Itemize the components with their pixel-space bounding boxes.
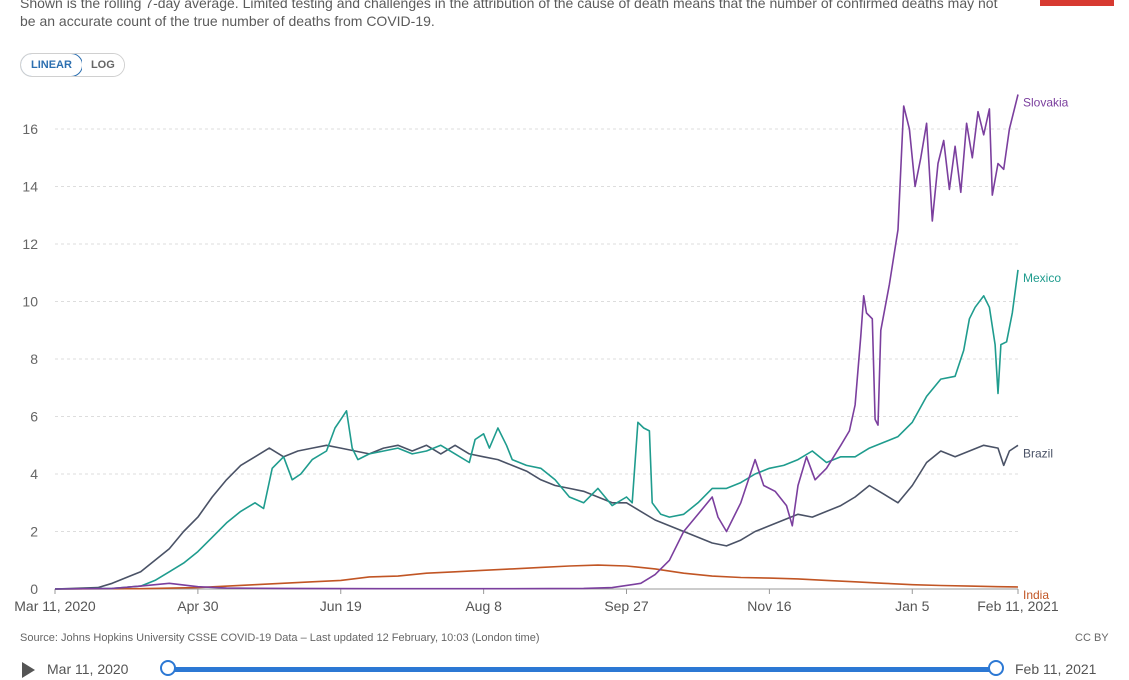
y-tick-label: 14	[22, 179, 38, 195]
y-tick-label: 2	[30, 524, 38, 540]
y-tick-label: 10	[22, 294, 38, 310]
series-label-mexico: Mexico	[1023, 271, 1061, 285]
x-tick-label: Jun 19	[320, 598, 362, 614]
y-tick-label: 4	[30, 466, 38, 482]
x-tick-label: Aug 8	[465, 598, 502, 614]
x-tick-label: Sep 27	[604, 598, 649, 614]
series-label-india: India	[1023, 588, 1049, 602]
source-note: Source: Johns Hopkins University CSSE CO…	[20, 632, 540, 644]
license-link[interactable]: CC BY	[1075, 632, 1109, 644]
line-chart: 0 2 4 6 8 10 12 14 16 Mar 11, 2020 Apr 30 Jun 19 Aug…	[14, 94, 1069, 614]
series-line-slovakia	[54, 94, 1019, 590]
scale-toggle[interactable]: LINEAR LOG	[20, 53, 125, 77]
series-line-india	[54, 564, 1019, 590]
x-tick-label: Jan 5	[895, 598, 929, 614]
series-line-brazil	[54, 444, 1019, 590]
timeline-start-label: Mar 11, 2020	[47, 661, 129, 677]
timeline-end-handle[interactable]	[988, 660, 1004, 676]
log-scale-button[interactable]: LOG	[81, 54, 124, 76]
timeline-track[interactable]	[170, 667, 996, 672]
x-tick-label: Apr 30	[177, 598, 218, 614]
x-tick-label: Mar 11, 2020	[14, 598, 96, 614]
play-icon[interactable]	[22, 662, 35, 678]
timeline-slider: Mar 11, 2020 Feb 11, 2021	[0, 658, 1129, 680]
flag-bar	[1040, 0, 1114, 6]
x-tick-label: Nov 16	[747, 598, 792, 614]
series-line-mexico	[54, 269, 1019, 590]
y-tick-label: 16	[22, 121, 38, 137]
y-tick-label: 8	[30, 351, 38, 367]
x-tick-label: Feb 11, 2021	[977, 598, 1059, 614]
y-tick-label: 6	[30, 409, 38, 425]
timeline-start-handle[interactable]	[160, 660, 176, 676]
series-label-slovakia: Slovakia	[1023, 96, 1069, 110]
timeline-end-label: Feb 11, 2021	[1015, 661, 1097, 677]
y-tick-label: 12	[22, 236, 38, 252]
chart-subtitle: Shown is the rolling 7-day average. Limi…	[20, 0, 998, 29]
y-tick-label: 0	[30, 581, 38, 597]
series-label-brazil: Brazil	[1023, 446, 1053, 460]
